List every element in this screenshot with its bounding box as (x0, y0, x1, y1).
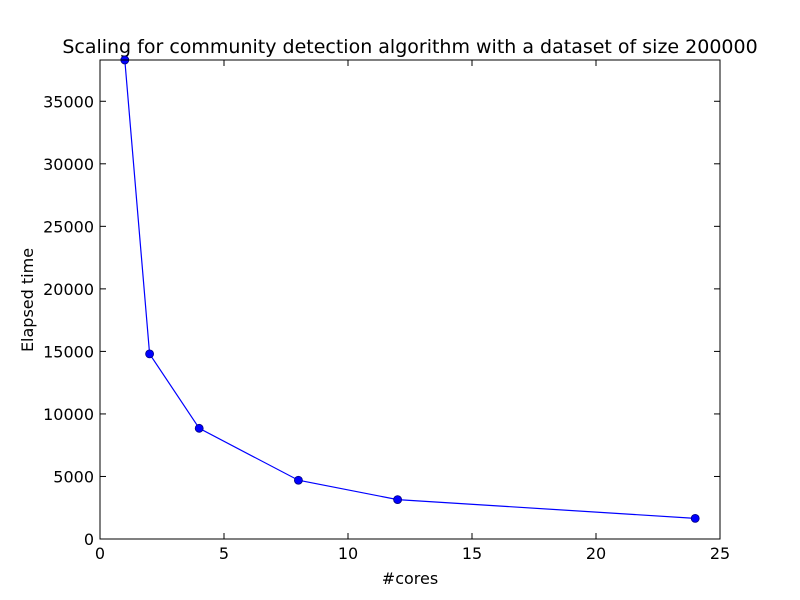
ticks-layer: 0 5 10 15 20 25 0 5000 10000 15000 20000 25000 30000… (43, 60, 730, 563)
y-tick-label: 25000 (43, 217, 94, 236)
chart-title: Scaling for community detection algorith… (62, 36, 757, 58)
data-point (393, 495, 403, 505)
data-point (145, 349, 155, 359)
y-axis-label: Elapsed time (18, 248, 37, 352)
x-tick-label: 0 (95, 544, 105, 563)
y-tick-label: 15000 (43, 342, 94, 361)
x-tick-label: 20 (586, 544, 606, 563)
x-tick-label: 15 (462, 544, 482, 563)
y-tick-label: 10000 (43, 405, 94, 424)
y-tick-label: 5000 (53, 467, 94, 486)
x-tick-label: 10 (338, 544, 358, 563)
data-point (690, 513, 700, 523)
y-tick-label: 30000 (43, 155, 94, 174)
x-tick-label: 25 (710, 544, 730, 563)
series-line (124, 59, 696, 519)
y-tick-label: 35000 (43, 92, 94, 111)
data-point (293, 475, 303, 485)
plot-frame (99, 59, 721, 540)
x-axis-label: #cores (382, 569, 438, 588)
x-tick-label: 5 (219, 544, 229, 563)
y-tick-label: 20000 (43, 280, 94, 299)
data-point (194, 423, 204, 433)
y-tick-label: 0 (84, 530, 94, 549)
